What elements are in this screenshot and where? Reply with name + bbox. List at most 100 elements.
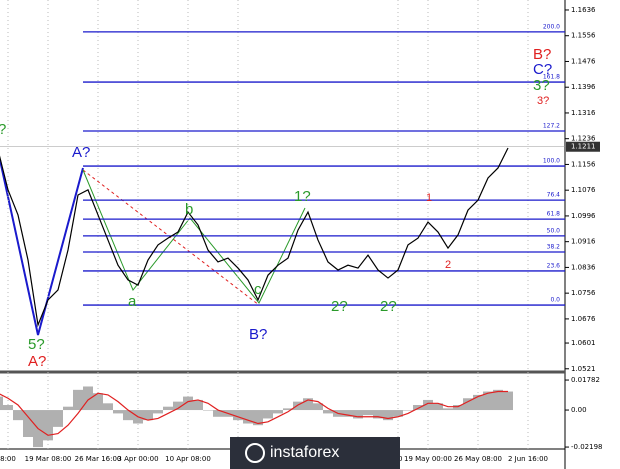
y-tick-label: 1.0756 [571,289,596,297]
wave-label: B? [249,326,267,343]
histogram-bar [73,389,83,411]
histogram-bar [433,403,443,411]
indicator-tick-label: 0.01782 [571,376,600,384]
wave-label: 1 [426,192,432,204]
histogram-bar [83,386,93,411]
histogram-bar [93,393,103,411]
indicator-tick-label: 0.00 [571,406,587,414]
histogram-bar [43,410,53,441]
histogram-bar [253,410,263,426]
x-tick-label: 19 Mar 08:00 [25,455,72,463]
wave-label: c [254,281,262,298]
y-tick-label: 1.1636 [571,6,596,14]
histogram-bar [243,410,253,424]
wave-label: b [185,201,193,218]
histogram-bar [353,410,363,419]
histogram-bar [53,410,63,427]
histogram-bar [323,410,333,414]
y-tick-label: 1.0521 [571,365,596,373]
y-tick-label: 1.0996 [571,212,596,220]
histogram-bar [3,404,13,411]
y-tick-label: 1.0676 [571,315,596,323]
histogram-bar [103,403,113,411]
histogram-bar [463,398,473,411]
watermark: instaforex [270,444,339,461]
histogram-bar [123,410,133,421]
wave-label: 3? [537,95,549,107]
wave-label: 3? [533,77,550,94]
histogram-bar [143,410,153,421]
histogram-bar [453,404,463,411]
wave-label: 1? [294,188,311,205]
histogram-bar [183,396,193,411]
histogram-bar [483,391,493,411]
y-tick-label: 1.1236 [571,135,596,143]
fib-label: 161.8 [543,74,560,81]
fib-label: 23.6 [547,262,561,269]
histogram-bar [403,410,413,411]
histogram-bar [263,410,273,419]
y-tick-label: 1.1556 [571,32,596,40]
histogram-bar [343,410,353,417]
x-tick-label: 19 May 00:00 [404,455,452,463]
watermark-box [230,437,400,469]
histogram-bar [373,410,383,419]
y-tick-label: 1.1316 [571,109,596,117]
histogram-bar [63,406,73,411]
wave-label: 2? [331,298,348,315]
y-tick-label: 1.0916 [571,238,596,246]
fib-label: 100.0 [543,158,560,165]
y-tick-label: 1.1076 [571,186,596,194]
histogram-bar [23,410,33,437]
last-price-box [566,141,600,152]
y-tick-label: 1.0836 [571,263,596,271]
wave-line [0,159,84,336]
histogram-bar [503,391,513,411]
y-tick-label: 1.0601 [571,339,596,347]
wave-label: ? [0,121,6,138]
y-tick-label: 1.1476 [571,57,596,65]
x-tick-label: 3 Apr 00:00 [117,455,158,463]
signal-line [0,390,508,436]
x-tick-label: 10 Apr 08:00 [165,455,211,463]
y-tick-label: 1.1396 [571,83,596,91]
histogram-bar [293,401,303,411]
wave-label: B? [533,46,551,63]
histogram-bar [233,410,243,421]
histogram-bar [193,399,203,411]
x-tick-label: 8:00 [0,455,16,463]
wave-label: A? [28,353,46,370]
wave-channel [82,169,260,306]
y-tick-label: 1.1156 [571,160,596,168]
x-tick-label: 26 Mar 16:00 [75,455,122,463]
x-tick-label: 26 May 08:00 [454,455,502,463]
last-price-label: 1.1211 [571,143,596,151]
histogram-bar [473,394,483,411]
histogram-bar [443,408,453,411]
histogram-bar [163,406,173,411]
histogram-bar [423,399,433,411]
histogram-bar [13,410,23,421]
x-tick-label: 2 Jun 16:00 [508,455,548,463]
wave-label: A? [72,144,90,161]
wave-label: 2? [380,298,397,315]
fib-label: 61.8 [547,211,561,218]
histogram-bar [313,403,323,411]
histogram-bar [283,408,293,411]
histogram-bar [303,398,313,411]
histogram-bar [213,410,223,417]
fib-label: 50.0 [547,227,561,234]
fib-label: 0.0 [550,297,560,304]
fib-label: 38.2 [547,243,561,250]
indicator-tick-label: -0.02198 [571,443,602,451]
price-line [0,147,509,328]
histogram-bar [393,410,403,417]
histogram-bar [413,404,423,411]
wave-label: C? [533,61,552,78]
histogram-bar [113,410,123,414]
wave-label: 5? [28,336,45,353]
watermark-logo [245,443,265,463]
fib-label: 200.0 [543,23,560,30]
